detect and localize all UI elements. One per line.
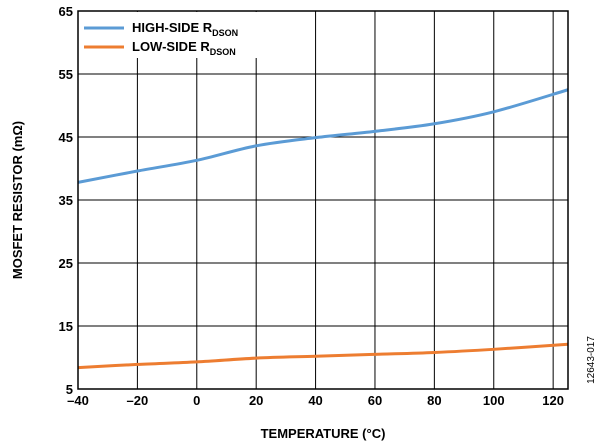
legend: HIGH-SIDE RDSON LOW-SIDE RDSON — [79, 12, 283, 58]
figure-id: 12643-017 — [586, 336, 597, 384]
y-tick-label: 55 — [59, 67, 73, 82]
x-tick-label: 40 — [308, 393, 322, 408]
x-tick-label: 80 — [427, 393, 441, 408]
plot-frame — [77, 10, 569, 390]
y-tick-label: 35 — [59, 193, 73, 208]
legend-box — [79, 12, 283, 58]
y-tick-label: 15 — [59, 319, 73, 334]
series-line-high-side — [77, 88, 569, 184]
series-line-low-side — [77, 342, 569, 370]
x-tick-label: –20 — [127, 393, 149, 408]
x-tick-label: 100 — [483, 393, 505, 408]
x-tick-label: –40 — [67, 393, 89, 408]
y-tick-label: 65 — [59, 4, 73, 19]
legend-label-high-side: HIGH-SIDE RDSON — [132, 20, 238, 38]
grid — [77, 10, 568, 390]
y-tick-label: 25 — [59, 256, 73, 271]
y-tick-label: 5 — [66, 382, 73, 397]
x-tick-label: 0 — [193, 393, 200, 408]
legend-label-low-side: LOW-SIDE RDSON — [132, 39, 236, 57]
x-tick-label: 20 — [249, 393, 263, 408]
x-tick-label: 60 — [368, 393, 382, 408]
x-tick-labels: –40 –20 0 20 40 60 80 100 120 — [67, 393, 564, 408]
y-axis-label: MOSFET RESISTOR (mΩ) — [10, 121, 25, 279]
x-axis-label: TEMPERATURE (°C) — [261, 426, 386, 441]
x-tick-label: 120 — [542, 393, 564, 408]
y-tick-labels: 5 15 25 35 45 55 65 — [59, 4, 73, 397]
series-lines — [77, 88, 569, 370]
y-tick-label: 45 — [59, 130, 73, 145]
